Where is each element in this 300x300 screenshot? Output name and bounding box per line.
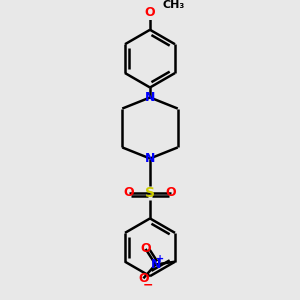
Text: +: + — [157, 254, 165, 265]
Text: S: S — [145, 186, 155, 200]
Text: N: N — [150, 258, 161, 271]
Text: O: O — [140, 242, 151, 255]
Text: N: N — [145, 152, 155, 165]
Text: O: O — [166, 186, 176, 200]
Text: −: − — [143, 278, 154, 292]
Text: CH₃: CH₃ — [163, 0, 185, 11]
Text: O: O — [145, 5, 155, 19]
Text: O: O — [138, 272, 149, 285]
Text: N: N — [145, 91, 155, 104]
Text: O: O — [124, 186, 134, 200]
